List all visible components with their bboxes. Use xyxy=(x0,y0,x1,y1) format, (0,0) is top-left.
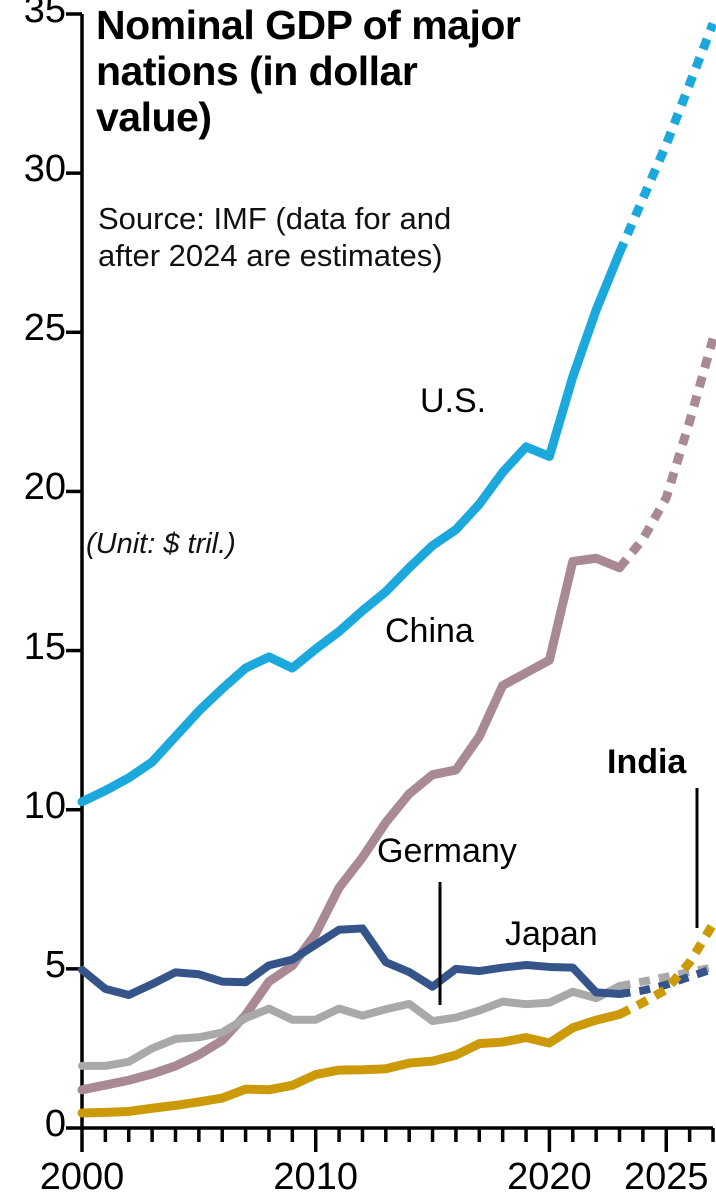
y-tick-label: 25 xyxy=(23,307,66,350)
series-label-us: U.S. xyxy=(420,382,487,420)
unit-label: (Unit: $ tril.) xyxy=(86,528,236,560)
x-tick-label: 2025 xyxy=(623,1156,709,1198)
y-tick-label: 35 xyxy=(23,0,66,31)
series-line-dashed-germany xyxy=(618,963,714,990)
series-line-dashed-china xyxy=(616,337,716,571)
series-line-dashed-japan xyxy=(618,965,715,998)
series-line-india xyxy=(77,1009,625,1118)
y-tick-label: 10 xyxy=(23,784,66,827)
series-line-us xyxy=(77,248,625,807)
series-label-japan: Japan xyxy=(505,915,598,953)
y-tick-label: 0 xyxy=(44,1103,66,1145)
y-tick-label: 15 xyxy=(23,625,66,668)
series-label-china: China xyxy=(385,612,474,650)
x-tick-label: 2020 xyxy=(507,1156,592,1198)
series-label-germany: Germany xyxy=(377,832,517,870)
series-line-japan xyxy=(78,924,624,999)
series-line-china xyxy=(77,553,625,1095)
y-tick-label: 5 xyxy=(44,943,66,986)
x-tick-label: 2010 xyxy=(273,1156,358,1198)
series-line-dashed-us xyxy=(615,21,716,255)
series-line-germany xyxy=(78,982,624,1070)
y-tick-label: 20 xyxy=(23,466,66,509)
x-tick-label: 2000 xyxy=(39,1156,125,1198)
chart-title: Nominal GDP of major nations (in dollar … xyxy=(96,2,521,140)
series-label-india: India xyxy=(607,743,687,781)
series-line-dashed-india xyxy=(617,921,716,1019)
y-tick-label: 30 xyxy=(23,148,66,191)
source-note: Source: IMF (data for and after 2024 are… xyxy=(98,201,452,273)
